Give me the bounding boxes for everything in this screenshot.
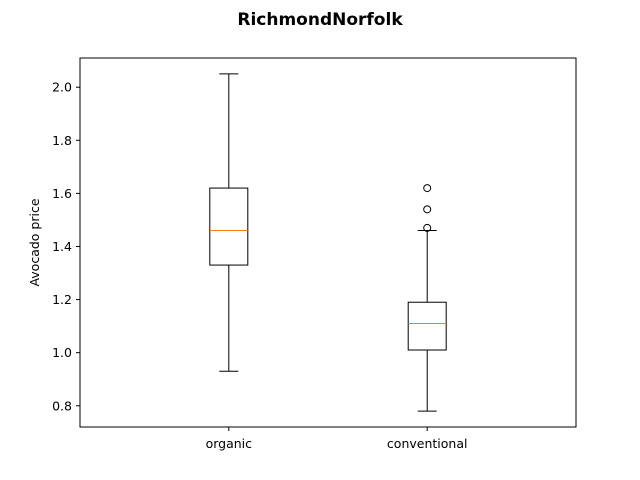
x-axis: organic conventional xyxy=(206,427,468,451)
box-conventional xyxy=(407,184,447,412)
y-tick-label: 1.0 xyxy=(52,345,72,360)
y-tick-label: 1.6 xyxy=(52,186,72,201)
iqr-box xyxy=(407,301,447,351)
y-tick-label: 2.0 xyxy=(52,80,72,95)
y-tick-label: 0.8 xyxy=(52,398,72,413)
outlier-point xyxy=(423,205,432,214)
y-tick-label: 1.2 xyxy=(52,292,72,307)
y-tick-label: 1.8 xyxy=(52,133,72,148)
iqr-box xyxy=(209,187,249,266)
y-axis: 0.8 1.0 1.2 1.4 1.6 1.8 2.0 xyxy=(52,80,80,413)
x-tick-label: conventional xyxy=(387,436,468,451)
x-tick-label: organic xyxy=(206,436,253,451)
chart-title: RichmondNorfolk xyxy=(237,10,403,30)
boxes xyxy=(209,73,447,412)
y-tick-label: 1.4 xyxy=(52,239,72,254)
box-organic xyxy=(209,73,249,372)
outlier-point xyxy=(423,223,432,232)
plot-frame xyxy=(79,57,577,428)
outlier-point xyxy=(423,184,432,193)
y-axis-label: Avocado price xyxy=(27,198,42,286)
